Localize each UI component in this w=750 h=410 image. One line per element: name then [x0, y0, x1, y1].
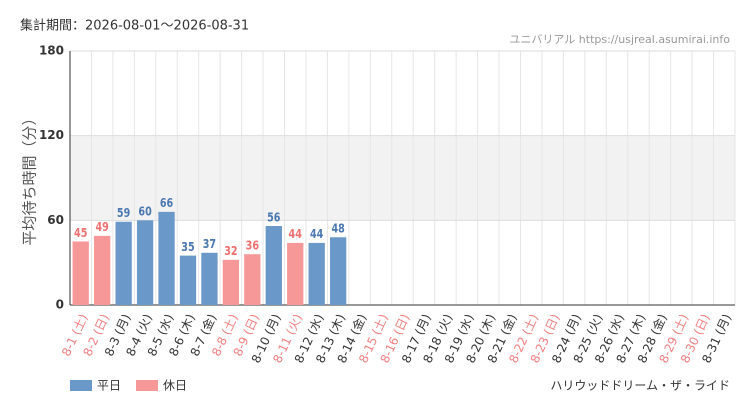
data-label: 44: [310, 227, 324, 241]
bar: [72, 241, 89, 305]
bar: [265, 225, 282, 305]
data-label: 66: [160, 196, 173, 210]
bar: [179, 255, 197, 305]
legend-swatch: [136, 380, 158, 391]
data-label: 32: [224, 244, 237, 258]
bar: [329, 237, 347, 305]
data-label: 36: [246, 238, 259, 252]
watermark: ユニバリアル https://usjreal.asumirai.info: [509, 33, 730, 46]
bar: [158, 211, 175, 305]
bar: [287, 242, 304, 305]
grid-band: [70, 135, 735, 221]
bar: [136, 220, 154, 305]
chart-title: 集計期間：2026-08-01～2026-08-31: [20, 18, 249, 34]
bar: [94, 235, 111, 305]
y-tick-label: 0: [56, 298, 64, 312]
data-label: 35: [181, 240, 194, 254]
data-label: 49: [95, 220, 108, 234]
legend-label: 平日: [97, 379, 121, 393]
bar: [115, 221, 132, 305]
data-label: 48: [331, 222, 344, 236]
bar: [308, 242, 325, 305]
data-label: 56: [267, 210, 280, 224]
data-label: 44: [289, 227, 303, 241]
data-label: 37: [203, 237, 216, 251]
attraction-name: ハリウッドドリーム・ザ・ライド: [550, 379, 730, 393]
y-axis-label: 平均待ち時間（分）: [21, 110, 39, 245]
data-label: 60: [138, 205, 152, 219]
bar: [201, 252, 218, 305]
y-tick-label: 60: [47, 213, 64, 227]
legend-label: 休日: [163, 379, 187, 393]
bar: [222, 259, 240, 305]
y-tick-label: 180: [39, 44, 64, 58]
bar: [244, 254, 261, 305]
data-label: 45: [74, 226, 87, 240]
legend-swatch: [70, 380, 92, 391]
y-tick-label: 120: [39, 128, 64, 142]
data-label: 59: [117, 206, 130, 220]
